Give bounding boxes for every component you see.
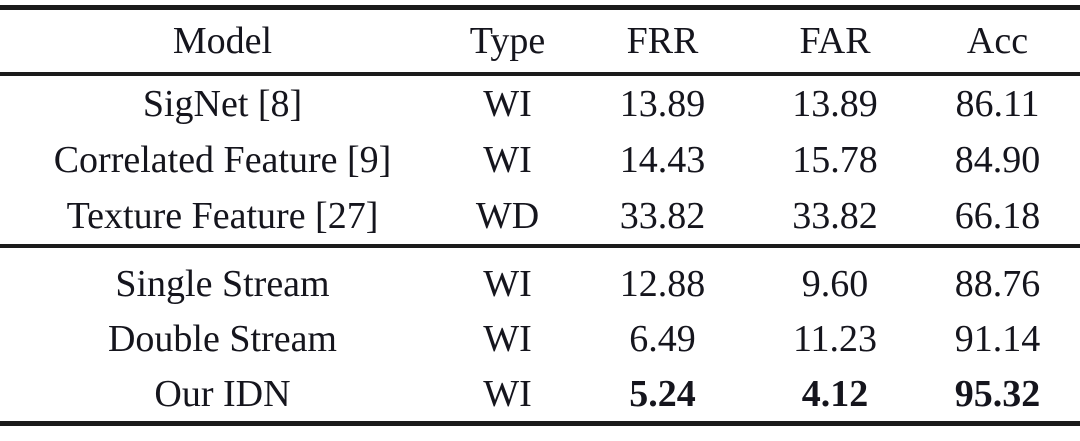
acc-cell: 84.90 [954, 139, 1041, 181]
frr-cell: 13.89 [619, 83, 706, 125]
table-row: Single Stream WI 12.88 9.60 88.76 [0, 256, 1080, 311]
frr-cell: 14.43 [619, 139, 706, 181]
frr-cell: 12.88 [619, 262, 706, 305]
far-cell: 4.12 [801, 372, 869, 415]
table-row: Texture Feature [27] WD 33.82 33.82 66.1… [0, 188, 1080, 244]
proposed-models-section: Single Stream WI 12.88 9.60 88.76 Double… [0, 248, 1080, 421]
header-cell-acc: Acc [966, 20, 1029, 62]
model-cell: SigNet [8] [142, 83, 303, 125]
baseline-models-section: SigNet [8] WI 13.89 13.89 86.11 Correlat… [0, 76, 1080, 244]
type-cell: WD [475, 195, 540, 237]
header-cell-model: Model [172, 20, 273, 62]
type-cell: WI [483, 317, 532, 360]
type-cell: WI [483, 262, 532, 305]
far-cell: 9.60 [801, 262, 869, 305]
far-cell: 11.23 [792, 317, 878, 360]
acc-cell: 66.18 [954, 195, 1041, 237]
header-cell-type: Type [469, 20, 546, 62]
model-cell: Correlated Feature [9] [53, 139, 392, 181]
type-cell: WI [483, 139, 532, 181]
table-row: Double Stream WI 6.49 11.23 91.14 [0, 311, 1080, 366]
model-cell: Single Stream [115, 262, 330, 305]
acc-cell: 95.32 [954, 372, 1041, 415]
far-cell: 15.78 [792, 139, 878, 181]
header-cell-frr: FRR [626, 20, 699, 62]
table-header-row: Model Type FRR FAR Acc [0, 10, 1080, 72]
table-mid-rule [0, 244, 1080, 248]
far-cell: 13.89 [792, 83, 878, 125]
table-row: Correlated Feature [9] WI 14.43 15.78 84… [0, 132, 1080, 188]
acc-cell: 91.14 [954, 317, 1041, 360]
table-top-rule [0, 5, 1080, 10]
acc-cell: 86.11 [955, 83, 1040, 125]
acc-cell: 88.76 [954, 262, 1041, 305]
type-cell: WI [483, 83, 532, 125]
frr-cell: 5.24 [629, 372, 696, 415]
model-cell: Double Stream [107, 317, 337, 360]
far-cell: 33.82 [792, 195, 878, 237]
model-cell: Texture Feature [27] [66, 195, 379, 237]
table-header-rule [0, 72, 1080, 76]
table-row: SigNet [8] WI 13.89 13.89 86.11 [0, 76, 1080, 132]
model-cell: Our IDN [154, 372, 291, 415]
frr-cell: 6.49 [629, 317, 696, 360]
type-cell: WI [483, 372, 532, 415]
table-bottom-rule [0, 421, 1080, 426]
frr-cell: 33.82 [619, 195, 706, 237]
table-row-our-idn: Our IDN WI 5.24 4.12 95.32 [0, 366, 1080, 421]
header-cell-far: FAR [799, 20, 871, 62]
